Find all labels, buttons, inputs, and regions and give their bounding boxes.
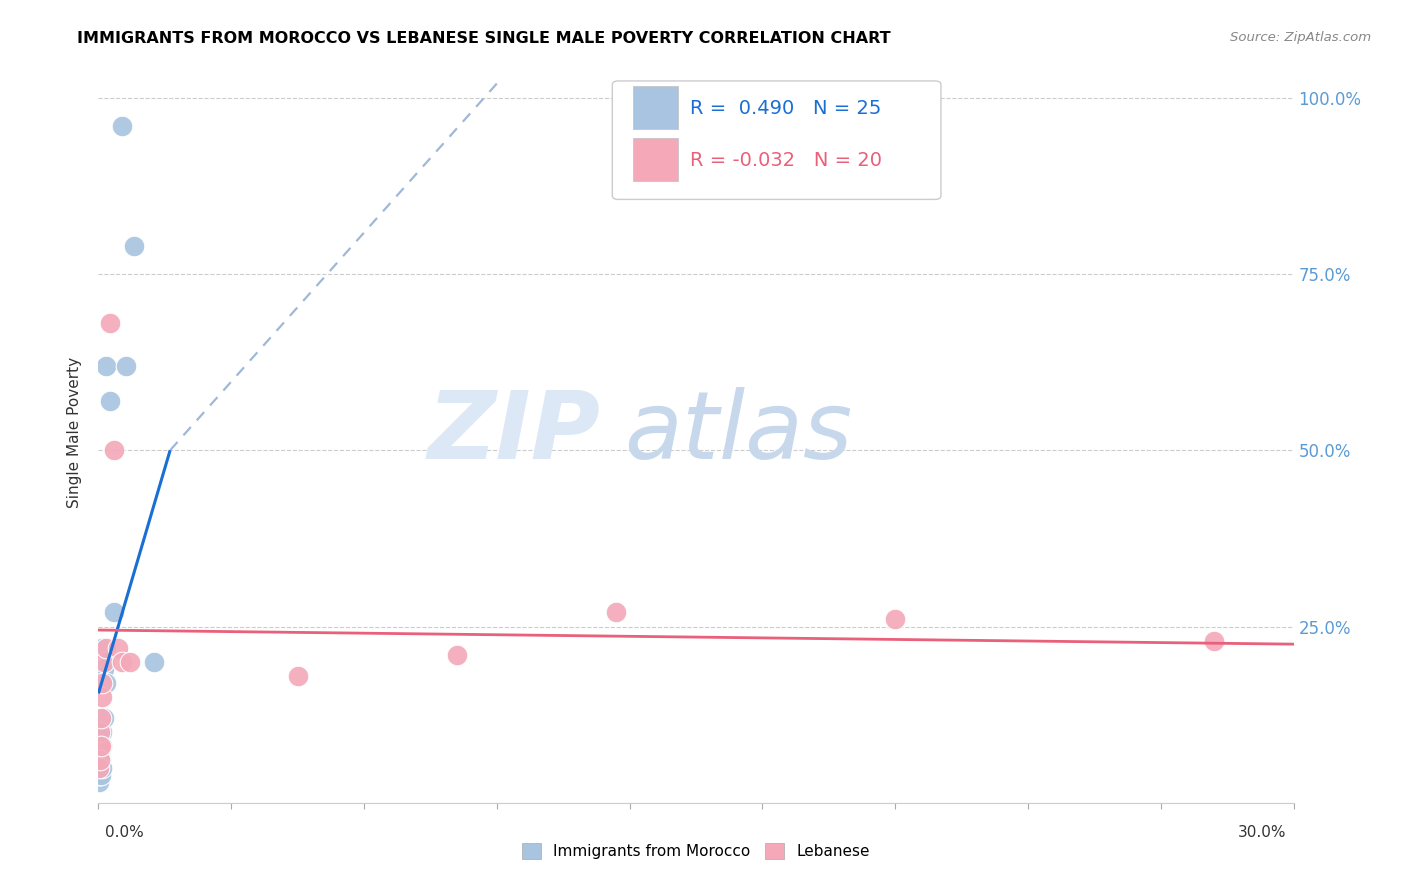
Point — [98, 316, 122, 330]
Point — [605, 606, 627, 620]
Point — [111, 119, 134, 133]
Point — [91, 739, 114, 754]
Point — [446, 648, 468, 662]
Point — [93, 655, 115, 669]
Y-axis label: Single Male Poverty: Single Male Poverty — [67, 357, 83, 508]
Point — [90, 760, 112, 774]
Text: R =  0.490   N = 25: R = 0.490 N = 25 — [690, 99, 882, 118]
Point — [120, 655, 142, 669]
Point — [103, 443, 125, 458]
FancyBboxPatch shape — [633, 87, 678, 129]
Text: 0.0%: 0.0% — [105, 825, 145, 839]
Point — [93, 711, 115, 725]
Point — [89, 767, 111, 781]
Point — [96, 676, 118, 690]
Point — [287, 669, 309, 683]
Point — [89, 760, 111, 774]
Point — [96, 359, 118, 373]
Point — [89, 739, 111, 754]
Point — [89, 760, 111, 774]
Point — [89, 767, 111, 781]
Point — [96, 640, 118, 655]
Text: 30.0%: 30.0% — [1239, 825, 1286, 839]
Point — [91, 725, 114, 739]
Point — [143, 655, 166, 669]
Point — [91, 640, 114, 655]
Point — [89, 747, 111, 761]
Text: atlas: atlas — [624, 387, 852, 478]
Point — [89, 754, 111, 768]
FancyBboxPatch shape — [633, 138, 678, 181]
Point — [107, 640, 129, 655]
Point — [90, 767, 112, 781]
Point — [115, 359, 138, 373]
Text: IMMIGRANTS FROM MOROCCO VS LEBANESE SINGLE MALE POVERTY CORRELATION CHART: IMMIGRANTS FROM MOROCCO VS LEBANESE SING… — [77, 31, 891, 46]
Point — [90, 754, 112, 768]
Point — [89, 760, 111, 774]
Point — [111, 655, 134, 669]
Point — [103, 606, 125, 620]
Point — [89, 774, 111, 789]
Text: Source: ZipAtlas.com: Source: ZipAtlas.com — [1230, 31, 1371, 45]
Point — [124, 239, 146, 253]
Point — [884, 612, 907, 626]
Point — [90, 690, 112, 704]
Point — [98, 393, 122, 408]
Point — [1202, 633, 1225, 648]
Text: R = -0.032   N = 20: R = -0.032 N = 20 — [690, 151, 882, 169]
Legend: Immigrants from Morocco, Lebanese: Immigrants from Morocco, Lebanese — [516, 838, 876, 865]
Point — [90, 711, 112, 725]
Point — [93, 662, 115, 676]
Point — [89, 725, 111, 739]
Point — [90, 739, 112, 754]
Point — [89, 754, 111, 768]
Text: ZIP: ZIP — [427, 386, 600, 479]
Point — [91, 676, 114, 690]
Point — [89, 732, 111, 747]
FancyBboxPatch shape — [613, 81, 941, 200]
Point — [90, 739, 112, 754]
